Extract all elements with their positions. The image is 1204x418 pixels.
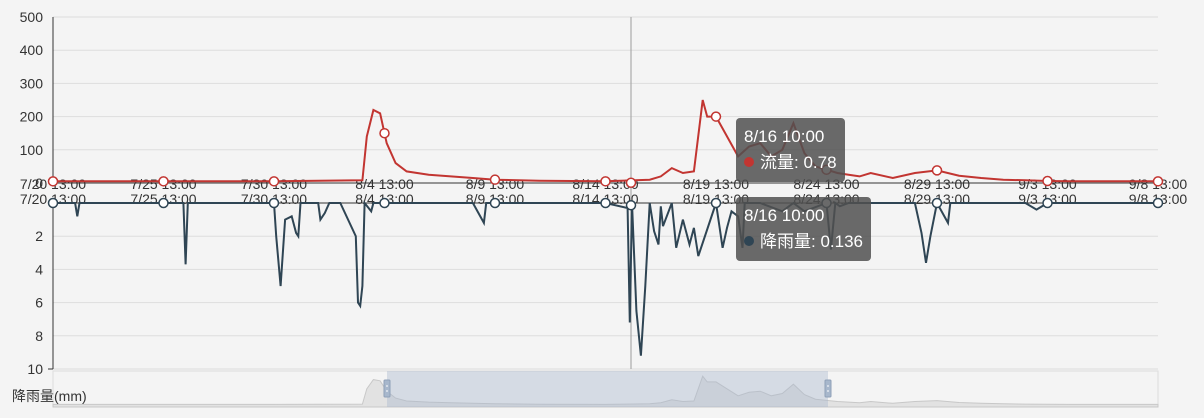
top-grid: [53, 16, 1158, 151]
rain-point[interactable]: [600, 197, 611, 209]
flow-point[interactable]: [379, 127, 390, 139]
series-lines: [53, 99, 1158, 356]
rain-series-line: [53, 200, 1158, 356]
bottom-ytick-label: 2: [35, 228, 43, 244]
tooltip-rain: 8/16 10:00 降雨量: 0.136: [736, 197, 871, 261]
top-xtick-label: 8/19 13:00: [683, 176, 749, 192]
flow-point[interactable]: [1042, 175, 1053, 187]
flow-point[interactable]: [600, 176, 611, 187]
tooltip-flow: 8/16 10:00 流量: 0.78: [736, 118, 845, 182]
rain-point[interactable]: [379, 197, 390, 209]
rain-point[interactable]: [158, 197, 169, 209]
bottom-ytick-label: 4: [35, 261, 43, 277]
bottom-grid: [53, 235, 1158, 370]
flow-point[interactable]: [931, 165, 943, 176]
top-xtick-label: 8/29 13:00: [904, 176, 970, 192]
top-ytick-label: 100: [20, 142, 44, 158]
flow-series-line: [53, 99, 1158, 183]
rain-point[interactable]: [931, 197, 943, 209]
rain-point[interactable]: [268, 197, 280, 209]
flow-point[interactable]: [47, 176, 59, 187]
top-ytick-label: 400: [20, 42, 44, 58]
flow-point[interactable]: [1152, 176, 1164, 187]
rain-point[interactable]: [47, 197, 59, 209]
tooltip-rain-label: 降雨量: 0.136: [760, 232, 863, 251]
rain-highlight-point: [625, 200, 637, 211]
top-ytick-label: 0: [35, 175, 43, 191]
rain-point[interactable]: [1152, 197, 1164, 209]
zoom-window: [387, 371, 828, 407]
flow-point[interactable]: [268, 176, 280, 187]
rain-legend-dot: [744, 236, 754, 246]
bottom-ytick-label: 10: [27, 361, 43, 377]
top-xtick-label: 8/4 13:00: [355, 176, 414, 192]
bottom-ytick-label: 6: [35, 295, 43, 311]
top-ytick-label: 200: [20, 109, 44, 125]
flow-point[interactable]: [489, 174, 501, 185]
zoom-handle[interactable]: [824, 379, 832, 398]
flow-legend-dot: [744, 157, 754, 167]
flow-point[interactable]: [710, 111, 722, 122]
flow-highlight-point: [625, 177, 637, 188]
top-ytick-label: 500: [20, 9, 44, 25]
bottom-axis-label: 降雨量(mm): [12, 388, 87, 404]
zoom-handle[interactable]: [383, 379, 391, 398]
tooltip-rain-time: 8/16 10:00: [744, 206, 825, 225]
data-zoom-slider[interactable]: [52, 370, 1159, 408]
flow-point[interactable]: [158, 176, 169, 187]
bottom-ytick-label: 8: [35, 328, 43, 344]
rain-point[interactable]: [489, 197, 501, 209]
tooltip-flow-time: 8/16 10:00: [744, 127, 825, 146]
rain-point[interactable]: [710, 197, 722, 209]
tooltip-flow-label: 流量: 0.78: [760, 153, 837, 172]
top-ytick-label: 300: [20, 75, 44, 91]
rain-point[interactable]: [1042, 197, 1053, 209]
